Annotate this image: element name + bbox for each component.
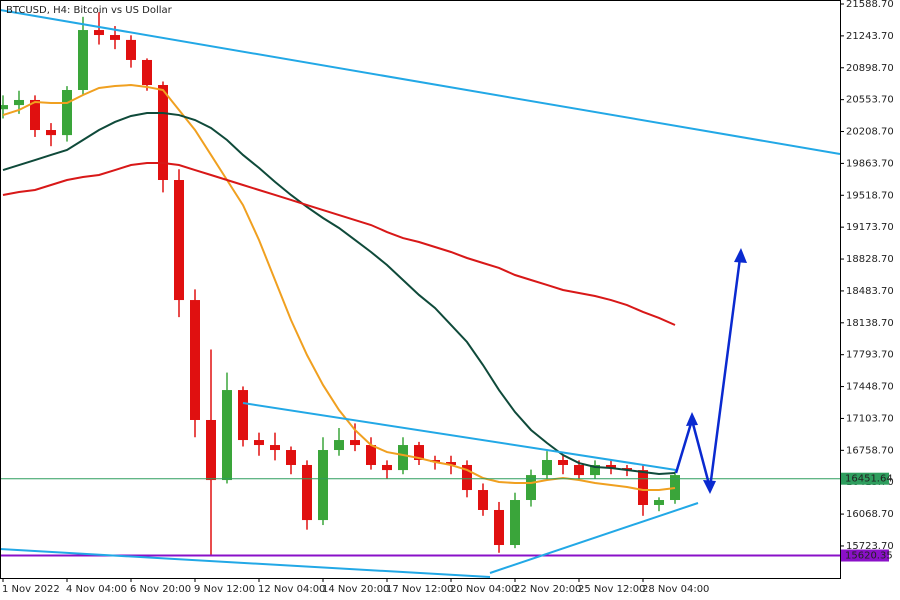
projection-arrow (674, 257, 742, 489)
y-tick-label: 19518.70 (846, 190, 894, 201)
candle-body (318, 450, 328, 521)
candle-body (590, 464, 600, 476)
candle-body (606, 464, 616, 469)
candle-body (30, 99, 40, 131)
candle-body (638, 470, 648, 505)
candle-body (414, 445, 424, 460)
candle-body (542, 459, 552, 476)
y-tick-label: 20208.70 (846, 127, 894, 138)
y-tick-label: 20553.70 (846, 95, 894, 106)
trend-line (0, 548, 491, 578)
candle-body (494, 509, 504, 546)
arrow-head (734, 248, 747, 263)
candle-body (446, 462, 456, 465)
y-tick-label: 19173.70 (846, 222, 894, 233)
price-label: 16451.64 (845, 474, 893, 485)
moving-average (2, 84, 676, 492)
x-tick-label: 6 Nov 20:00 (130, 584, 191, 595)
x-tick-label: 9 Nov 12:00 (194, 584, 255, 595)
candle-body (382, 464, 392, 471)
x-tick-label: 4 Nov 04:00 (66, 584, 127, 595)
arrow-head (686, 412, 698, 426)
candle-body (222, 390, 232, 481)
candle-body (670, 475, 680, 501)
price-label: 15620.35 (845, 551, 893, 562)
price-label-box (841, 549, 889, 562)
candle-body (46, 130, 56, 136)
candle-body (270, 445, 280, 451)
y-tick-label: 16758.70 (846, 445, 894, 456)
candle-body (78, 30, 88, 91)
x-tick-label: 20 Nov 04:00 (450, 584, 517, 595)
candle-body (558, 459, 568, 465)
y-tick-label: 18828.70 (846, 254, 894, 265)
candle-body (62, 90, 72, 136)
y-tick-label: 17793.70 (846, 350, 894, 361)
moving-average (2, 162, 676, 326)
candle-body (478, 490, 488, 510)
x-tick-label: 25 Nov 12:00 (578, 584, 645, 595)
candle-body (366, 445, 376, 465)
y-tick-label: 17103.70 (846, 413, 894, 424)
candle-body (206, 419, 216, 481)
x-tick-label: 14 Nov 20:00 (322, 584, 389, 595)
candle-body (158, 85, 168, 181)
arrow-head (703, 480, 716, 494)
candle-body (462, 464, 472, 491)
x-tick-label: 22 Nov 20:00 (514, 584, 581, 595)
candle-body (350, 440, 360, 446)
candle-body (110, 35, 120, 40)
candle-body (398, 445, 408, 471)
candle-body (142, 59, 152, 86)
candle-body (0, 105, 8, 110)
y-tick-label: 21243.70 (846, 31, 894, 42)
x-tick-label: 17 Nov 12:00 (386, 584, 453, 595)
candle-body (254, 440, 264, 446)
y-tick-label: 18138.70 (846, 318, 894, 329)
x-tick-label: 12 Nov 04:00 (258, 584, 325, 595)
x-tick-label: 28 Nov 04:00 (642, 584, 709, 595)
candle-body (238, 390, 248, 441)
y-tick-label: 18483.70 (846, 286, 894, 297)
y-tick-label: 17448.70 (846, 382, 894, 393)
candle-body (126, 39, 136, 60)
chart-title: BTCUSD, H4: Bitcoin vs US Dollar (6, 5, 173, 16)
candle-body (654, 500, 664, 505)
y-tick-label: 21588.70 (846, 0, 894, 10)
candle-body (334, 440, 344, 451)
plot-frame (0, 0, 841, 579)
candle-body (190, 300, 200, 420)
x-tick-label: 1 Nov 2022 (2, 584, 60, 595)
candle-body (302, 464, 312, 521)
drawings (0, 9, 841, 578)
candle-body (14, 99, 24, 106)
y-tick-label: 15723.70 (846, 541, 894, 552)
y-tick-label: 16068.70 (846, 509, 894, 520)
candle-body (526, 475, 536, 501)
y-tick-label: 19863.70 (846, 158, 894, 169)
candle-body (510, 500, 520, 546)
candle-body (574, 464, 584, 476)
candle-body (286, 450, 296, 465)
moving-average (2, 112, 676, 476)
trend-line (489, 502, 699, 574)
plot-area (0, 12, 840, 557)
trend-line (242, 402, 677, 471)
price-label-box (841, 472, 889, 485)
candle-body (94, 30, 104, 36)
y-tick-label: 20898.70 (846, 63, 894, 74)
candle-body (174, 180, 184, 301)
trend-line (0, 9, 841, 155)
